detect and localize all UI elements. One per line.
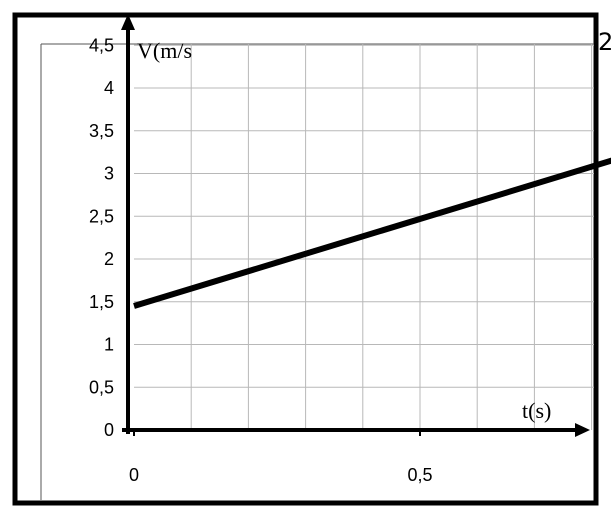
y-tick-label: 4,5 bbox=[89, 35, 114, 55]
tick-labels: 00,511,522,533,544,500,511,5 bbox=[89, 35, 433, 485]
y-axis-title: V(m/s bbox=[137, 38, 192, 63]
y-axis-arrowhead bbox=[121, 14, 135, 30]
y-tick-label: 3,5 bbox=[89, 121, 114, 141]
series-line bbox=[133, 157, 611, 309]
x-tick-label: 0,5 bbox=[407, 465, 432, 485]
y-tick-label: 1,5 bbox=[89, 292, 114, 312]
y-tick-label: 0,5 bbox=[89, 377, 114, 397]
y-tick-label: 2,5 bbox=[89, 206, 114, 226]
series-group bbox=[133, 157, 611, 309]
axes bbox=[121, 14, 590, 437]
y-tick-label: 4 bbox=[104, 78, 114, 98]
grid bbox=[134, 44, 594, 430]
y-tick-label: 0 bbox=[104, 420, 114, 440]
outer-frame bbox=[12, 12, 599, 506]
x-tick-label: 0 bbox=[129, 465, 139, 485]
x-axis-title: t(s) bbox=[522, 398, 551, 423]
x-axis-arrowhead bbox=[575, 423, 590, 437]
figure-label: الشكل 2 bbox=[598, 28, 611, 56]
y-tick-label: 1 bbox=[104, 335, 114, 355]
y-tick-label: 2 bbox=[104, 249, 114, 269]
y-tick-label: 3 bbox=[104, 164, 114, 184]
